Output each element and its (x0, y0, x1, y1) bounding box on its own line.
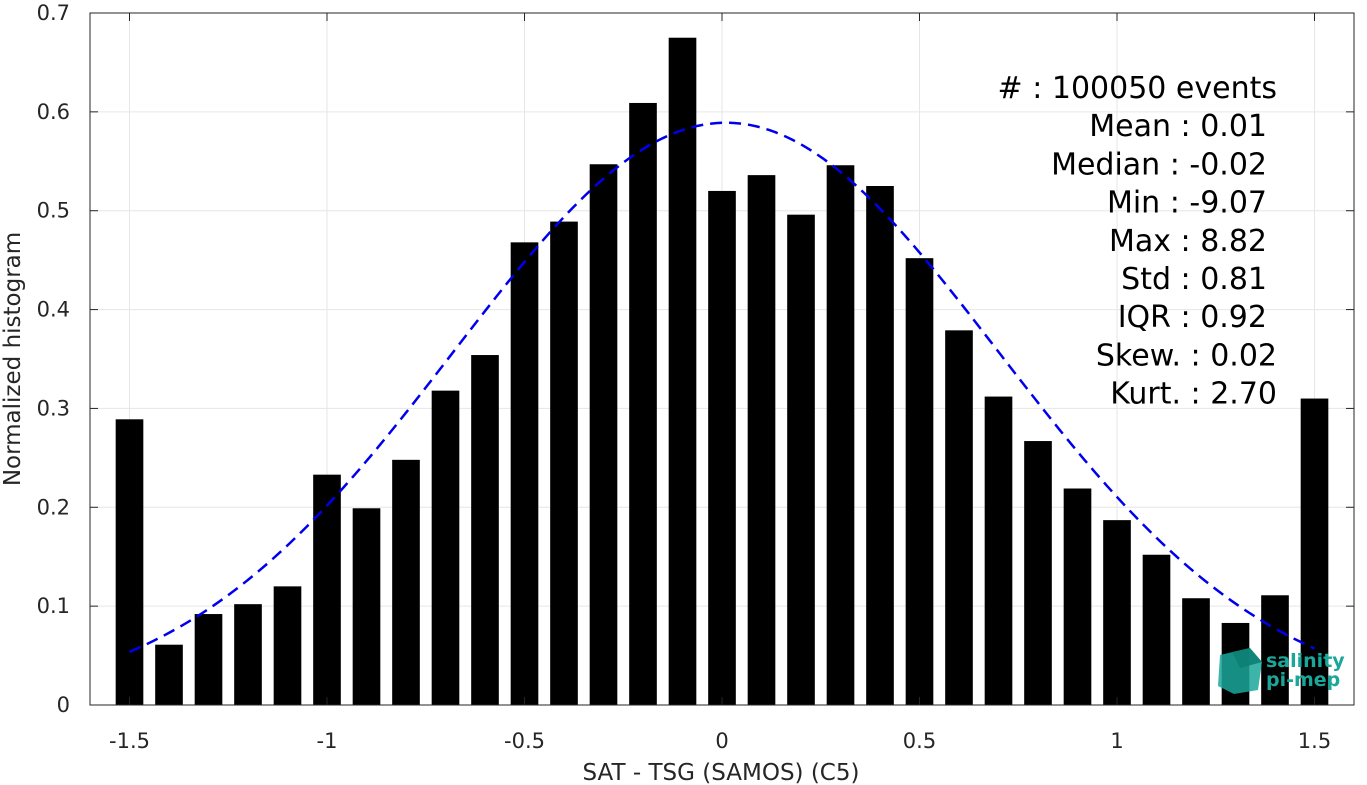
x-tick-label: 1 (1110, 729, 1123, 753)
x-axis-label: SAT - TSG (SAMOS) (C5) (583, 760, 860, 785)
y-tick-label: 0.7 (37, 1, 70, 25)
stat-line: Skew. : 0.02 (1096, 338, 1277, 373)
stat-line: IQR : 0.92 (1118, 300, 1267, 335)
y-tick-label: 0.3 (37, 396, 70, 420)
bar (194, 614, 223, 705)
x-tick-label: 1.5 (1298, 729, 1331, 753)
bar (1063, 488, 1092, 705)
bar (510, 242, 539, 705)
bar (945, 330, 973, 705)
fit-curve (129, 121, 1316, 654)
bar (1142, 554, 1171, 705)
stat-line: Mean : 0.01 (1089, 109, 1267, 144)
y-tick-label: 0.5 (37, 199, 70, 223)
bar (392, 459, 420, 705)
y-axis-label: Normalized histogram (0, 232, 26, 486)
x-tick-label: -1.5 (109, 729, 150, 753)
y-tick-label: 0.4 (37, 298, 70, 322)
bar (787, 214, 815, 705)
logo-line1: salinity (1266, 650, 1345, 672)
bar (273, 586, 302, 705)
x-ticks: -1.5 -1 -0.5 0 0.5 1 1.5 (109, 13, 1331, 753)
bar (747, 175, 776, 705)
bar (668, 37, 697, 705)
bar (1103, 520, 1131, 705)
x-tick-label: -1 (317, 729, 338, 753)
bar (550, 221, 578, 706)
stat-line: Max : 8.82 (1109, 224, 1267, 259)
logo-line2: pi-mep (1266, 669, 1340, 691)
bar (1261, 595, 1289, 705)
y-tick-label: 0.2 (37, 495, 70, 519)
y-tick-label: 0 (57, 693, 70, 717)
bars (115, 37, 1329, 706)
stat-line: # : 100050 events (998, 71, 1277, 106)
x-tick-label: -0.5 (504, 729, 545, 753)
bar (984, 396, 1013, 705)
bar (313, 474, 341, 705)
bar (471, 355, 499, 705)
y-tick-label: 0.6 (37, 100, 70, 124)
bar (826, 165, 855, 706)
bar (431, 390, 460, 705)
bar (352, 508, 381, 705)
y-tick-label: 0.1 (37, 594, 70, 618)
bar (1182, 598, 1210, 705)
bar (589, 164, 618, 705)
bar (1024, 441, 1052, 705)
x-tick-label: 0.5 (903, 729, 936, 753)
bar (708, 190, 736, 705)
y-ticks: 0 0.1 0.2 0.3 0.4 0.5 0.6 0.7 (37, 1, 1354, 717)
salinity-pimep-logo: salinity pi-mep (1218, 648, 1345, 694)
bar (234, 604, 262, 705)
stat-line: Kurt. : 2.70 (1110, 377, 1277, 412)
x-tick-label: 0 (715, 729, 728, 753)
bar (1300, 398, 1329, 705)
logo-mark-shade-icon (1232, 648, 1262, 668)
bar (155, 644, 183, 705)
stat-line: Median : -0.02 (1051, 147, 1267, 182)
stat-line: Min : -9.07 (1107, 186, 1267, 221)
stat-line: Std : 0.81 (1121, 262, 1267, 297)
bar (629, 102, 657, 705)
bar (905, 258, 934, 705)
bar (866, 186, 894, 705)
bar (115, 419, 144, 705)
